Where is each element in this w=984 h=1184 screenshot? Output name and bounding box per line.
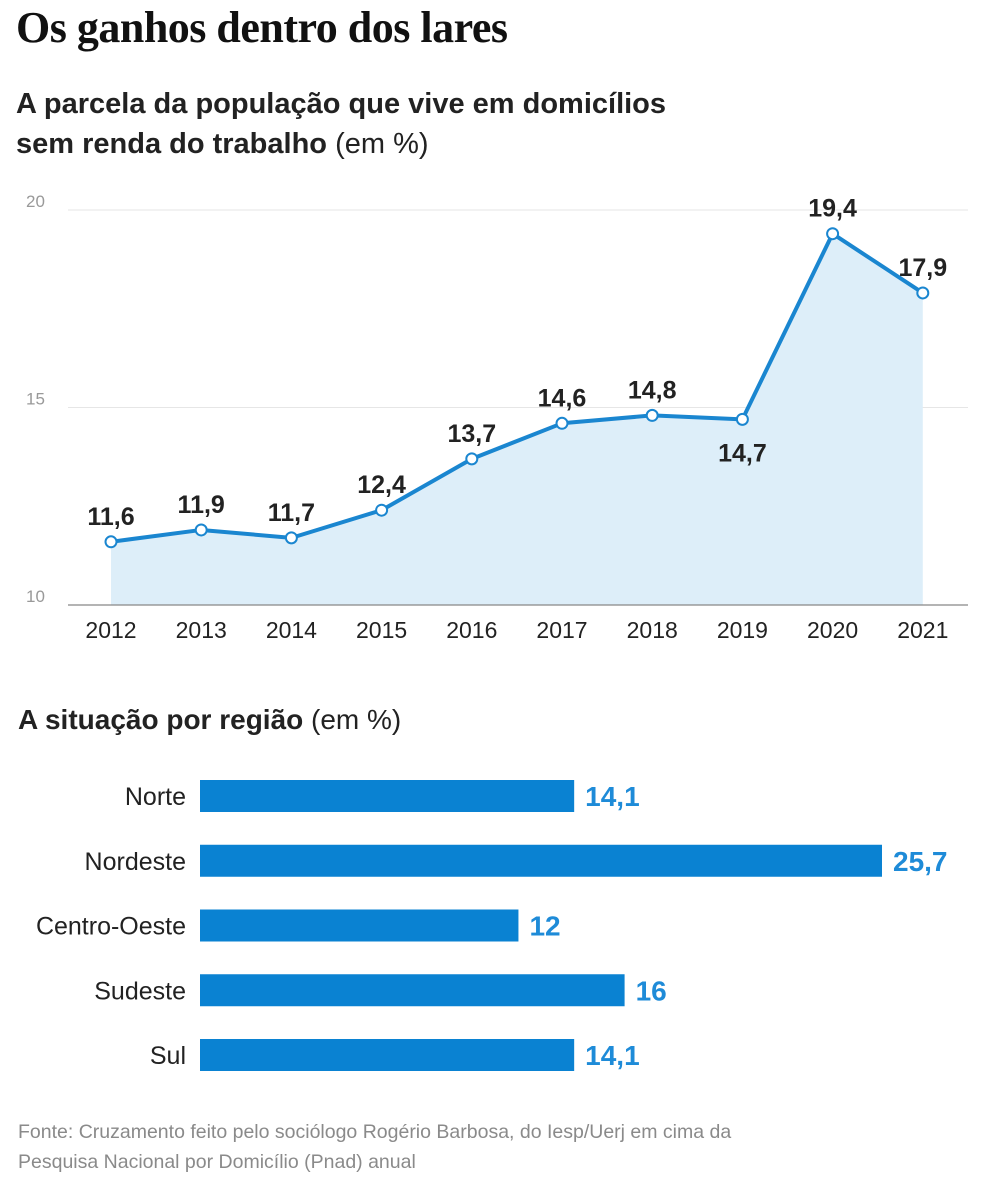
x-tick-label: 2013 xyxy=(176,617,227,643)
source-line-2: Pesquisa Nacional por Domicílio (Pnad) a… xyxy=(18,1151,416,1173)
bar-value-label: 12 xyxy=(529,911,560,942)
subtitle-line-1: A parcela da população que vive em domic… xyxy=(16,88,667,120)
series-line xyxy=(110,231,924,544)
area-fill xyxy=(111,233,923,605)
bar-chart: Norte 14,1 Nordeste 25,7 Centro-Oeste 12 Sudes… xyxy=(36,780,948,1071)
data-point-2019 xyxy=(735,412,749,426)
data-point-2016 xyxy=(465,452,479,466)
region-label: Sul xyxy=(150,1042,186,1070)
y-tick-label: 10 xyxy=(26,587,45,606)
data-point-2013 xyxy=(194,523,208,537)
x-tick-label: 2018 xyxy=(627,617,678,643)
data-point-2021 xyxy=(916,286,930,300)
data-label-2016: 13,7 xyxy=(447,420,496,448)
region-label: Centro-Oeste xyxy=(36,913,186,941)
data-point-2015 xyxy=(375,503,389,517)
data-point-2018 xyxy=(645,408,659,422)
region-label: Nordeste xyxy=(85,848,186,876)
x-tick-label: 2014 xyxy=(266,617,317,643)
y-tick-label: 15 xyxy=(26,390,45,409)
data-label-2018: 14,8 xyxy=(628,376,677,404)
data-label-2020: 19,4 xyxy=(808,195,857,223)
bar-nordeste xyxy=(200,844,882,877)
source-note: Fonte: Cruzamento feito pelo sociólogo R… xyxy=(18,1117,948,1177)
bar-sudeste xyxy=(200,974,625,1007)
x-tick-label: 2015 xyxy=(356,617,407,643)
data-label-2015: 12,4 xyxy=(357,471,406,499)
data-point-2017 xyxy=(555,416,569,430)
y-tick-label: 20 xyxy=(26,192,45,211)
line-chart: 10 15 20 11,6 2012 11,9 2013 11,7 2014 12,4 2015 13… xyxy=(26,192,968,643)
bar-chart-unit: (em %) xyxy=(311,704,402,735)
data-point-2014 xyxy=(284,531,298,545)
bar-value-label: 16 xyxy=(636,975,667,1006)
bar-value-label: 25,7 xyxy=(893,846,948,877)
data-point-2020 xyxy=(826,227,840,241)
bar-sul xyxy=(200,1039,575,1071)
subtitle-line-2: sem renda do trabalho xyxy=(16,128,328,160)
x-tick-label: 2019 xyxy=(717,617,768,643)
subtitle-unit: (em %) xyxy=(335,128,429,160)
data-label-2017: 14,6 xyxy=(538,384,587,412)
bar-chart-subtitle: A situação por região (em %) xyxy=(18,704,401,736)
data-label-2021: 17,9 xyxy=(898,254,947,282)
data-point-2012 xyxy=(104,535,118,549)
line-chart-subtitle: A parcela da população que vive em domic… xyxy=(16,84,956,164)
source-line-1: Fonte: Cruzamento feito pelo sociólogo R… xyxy=(18,1121,732,1143)
x-tick-label: 2021 xyxy=(897,617,948,643)
bar-value-label: 14,1 xyxy=(585,781,640,812)
x-tick-label: 2016 xyxy=(446,617,497,643)
x-tick-label: 2020 xyxy=(807,617,858,643)
bar-chart-title: A situação por região xyxy=(18,704,304,735)
data-label-2019: 14,7 xyxy=(718,439,767,467)
x-tick-label: 2017 xyxy=(536,617,587,643)
x-tick-label: 2012 xyxy=(85,617,136,643)
data-label-2014: 11,7 xyxy=(268,499,315,527)
data-label-2012: 11,6 xyxy=(87,503,134,531)
bar-value-label: 14,1 xyxy=(585,1040,640,1071)
region-label: Norte xyxy=(125,783,186,811)
bar-norte xyxy=(200,780,575,812)
region-label: Sudeste xyxy=(94,977,186,1005)
bar-centro-oeste xyxy=(200,909,519,942)
chart-title: Os ganhos dentro dos lares xyxy=(16,3,508,52)
data-label-2013: 11,9 xyxy=(178,491,225,519)
